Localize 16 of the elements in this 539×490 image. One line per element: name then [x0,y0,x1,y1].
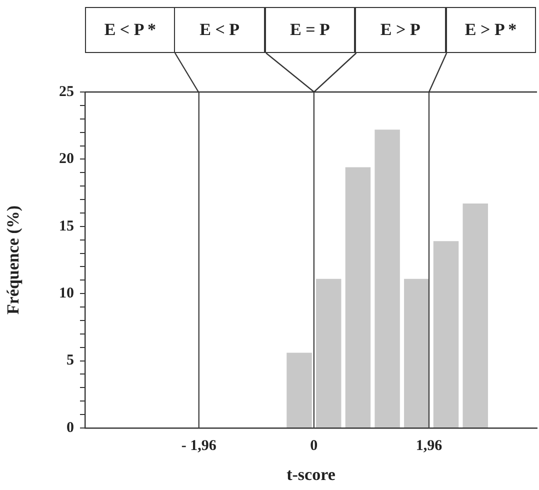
x-tick-label: - 1,96 [181,438,217,454]
text: E > P [355,7,446,53]
x-tick-label: 1,96 [416,438,443,454]
y-tick-label: 25 [59,84,74,100]
y-tick-label: 15 [59,218,74,234]
y-tick-label: 0 [66,420,74,436]
x-tick-label: 0 [310,438,318,454]
y-tick-label: 5 [66,352,74,369]
y-axis-title: Fréquence (%) [4,205,23,315]
text: E > P * [446,7,536,53]
x-axis-title: t-score [286,465,336,484]
y-tick-label: 10 [59,285,74,302]
text: E < P * [85,7,176,53]
text: E = P [264,7,356,53]
y-tick-label: 20 [59,151,74,168]
text: E < P [174,7,265,53]
